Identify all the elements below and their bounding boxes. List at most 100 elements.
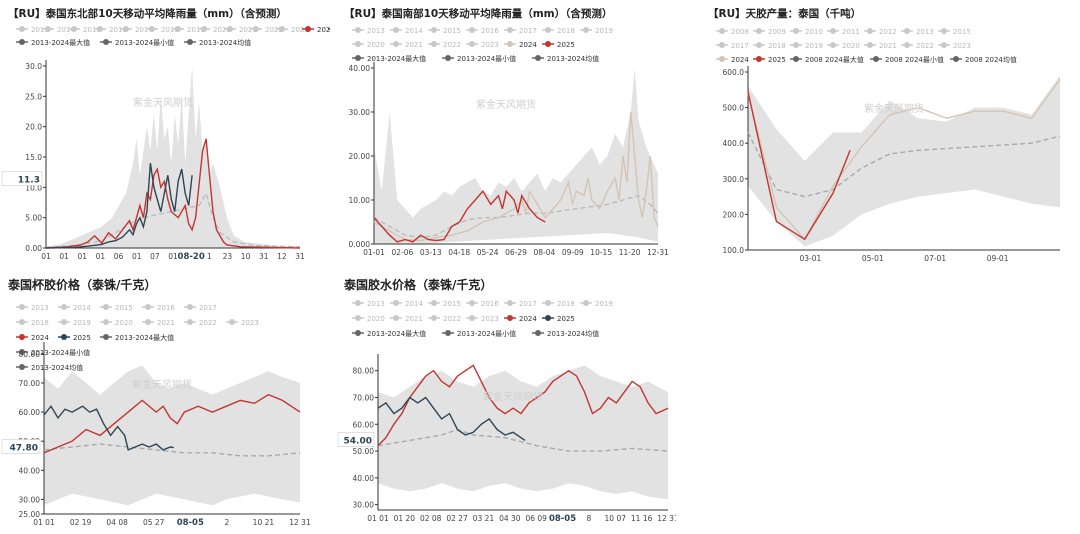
y-tick-label: 200.0: [723, 210, 745, 219]
legend-item: 2022: [443, 315, 461, 323]
legend-item: 2013-2024均值: [547, 54, 599, 63]
legend-marker-icon: [507, 300, 513, 306]
y-tick-label: 5.00: [25, 214, 42, 223]
legend-marker-icon: [507, 315, 513, 321]
legend-item: 2013-2024均值: [199, 38, 251, 47]
chart-latex-price: 泰国胶水价格（泰铢/千克） 2013 2014 2015 2016 2017 2018 201…: [336, 272, 676, 534]
x-tick-label: 04-18: [448, 248, 470, 257]
legend-item: 2020: [115, 319, 133, 327]
legend-item: 2023: [953, 42, 971, 50]
legend-marker-icon: [873, 56, 879, 62]
legend-item: 2013-2024最小值: [457, 329, 516, 338]
range-band-area: [44, 365, 300, 506]
x-tick-label: 03 21: [473, 514, 495, 523]
legend-marker-icon: [149, 26, 155, 32]
range-band-area: [46, 66, 300, 248]
legend-item: 2017: [135, 26, 153, 34]
legend-item: 2014: [405, 300, 423, 308]
watermark: 紫金天风期货: [476, 98, 536, 111]
y-tick-label: 25.00: [19, 510, 41, 519]
legend-marker-icon: [393, 315, 399, 321]
legend-item: 2020: [367, 315, 385, 323]
y-tick-label: 70.00: [353, 394, 375, 403]
x-tick-label: 02 27: [446, 514, 468, 523]
x-tick-label: 06: [114, 252, 124, 261]
legend-marker-icon: [393, 41, 399, 47]
x-tick-label: 05 27: [143, 518, 165, 527]
legend-item: 2012: [879, 28, 897, 36]
x-tick-label: 08-05: [177, 518, 204, 528]
legend-marker-icon: [545, 41, 551, 47]
x-tick-label: 01: [59, 252, 69, 261]
legend-marker-icon: [431, 27, 437, 33]
series-2025-line: [45, 162, 193, 249]
legend-marker-icon: [583, 300, 589, 306]
chart-ne-rainfall: 【RU】泰国东北部10天移动平均降雨量（mm）（含预测） 2013 2014 2015…: [0, 0, 330, 267]
chart-south-rainfall: 【RU】泰国南部10天移动平均降雨量（mm）（含预测） 2013 2014 2015 2…: [336, 0, 676, 267]
range-band-area: [748, 75, 1060, 247]
legend-item: 2014: [405, 27, 423, 35]
legend-marker-icon: [145, 304, 151, 310]
legend-item: 2013-2024最大值: [367, 54, 426, 63]
legend-item: 2023: [241, 319, 259, 327]
legend-item: 2011: [842, 28, 860, 36]
legend-item: 2021: [879, 42, 897, 50]
x-tick-label: 31: [295, 252, 305, 261]
y-tick-label: 20.0: [25, 123, 42, 132]
x-tick-label: 08-20: [178, 252, 205, 262]
range-band-area: [378, 365, 668, 500]
legend-item: 2018: [557, 300, 575, 308]
x-tick-label: 01: [41, 252, 51, 261]
x-tick-label: 01-01: [363, 248, 385, 257]
legend-item: 2017: [519, 27, 537, 35]
series-mean-line: [373, 194, 659, 239]
x-tick-label: 08-05: [549, 514, 576, 524]
legend-item: 2025: [557, 315, 575, 323]
legend-marker-icon: [355, 41, 361, 47]
legend-marker-icon: [469, 315, 475, 321]
legend-marker-icon: [123, 26, 129, 32]
x-tick-label: 07-01: [924, 254, 946, 263]
legend-marker-icon: [830, 28, 836, 34]
legend-item: 2022: [916, 42, 934, 50]
legend-item: 2016: [481, 300, 499, 308]
legend-item: 2019: [187, 26, 205, 34]
chart-title: 泰国胶水价格（泰铢/千克）: [343, 277, 492, 292]
legend-marker-icon: [19, 334, 25, 340]
watermark: 紫金天风期货: [132, 378, 192, 391]
x-tick-label: 1: [207, 252, 212, 261]
legend-item: 2020: [842, 42, 860, 50]
series-2025-line: [747, 91, 851, 241]
callout-box: [337, 432, 375, 447]
series-2025-line: [43, 404, 174, 451]
legend-item: 2015: [83, 26, 101, 34]
series-2024-line: [377, 364, 669, 447]
x-tick-label: 09-09: [562, 248, 584, 257]
legend-marker-icon: [793, 56, 799, 62]
legend-marker-icon: [904, 42, 910, 48]
legend-marker-icon: [355, 300, 361, 306]
legend-marker-icon: [19, 319, 25, 325]
y-tick-label: 500.0: [723, 104, 745, 113]
y-tick-label: 10.0: [25, 183, 42, 192]
y-tick-label: 10.00: [349, 196, 371, 205]
legend-marker-icon: [71, 26, 77, 32]
y-tick-label: 15.0: [25, 153, 42, 162]
legend-marker-icon: [867, 28, 873, 34]
y-tick-label: 0.000: [349, 240, 371, 249]
legend-item: 2013-2024最小值: [31, 348, 90, 357]
legend-item: 2019: [595, 27, 613, 35]
y-tick-label: 600.0: [723, 68, 745, 77]
legend-marker-icon: [19, 39, 25, 45]
x-tick-label: 12 31: [289, 518, 311, 527]
legend-marker-icon: [61, 319, 67, 325]
series-2024-line: [373, 111, 659, 242]
series-mean-line: [43, 443, 301, 457]
legend-item: 2010: [805, 28, 823, 36]
x-tick-label: 01 20: [394, 514, 416, 523]
y-tick-label: 40.00: [19, 466, 41, 475]
legend-item: 2014: [57, 26, 75, 34]
legend-item: 2015: [953, 28, 971, 36]
legend-item: 2008: [731, 28, 749, 36]
x-tick-label: 09-01: [987, 254, 1009, 263]
